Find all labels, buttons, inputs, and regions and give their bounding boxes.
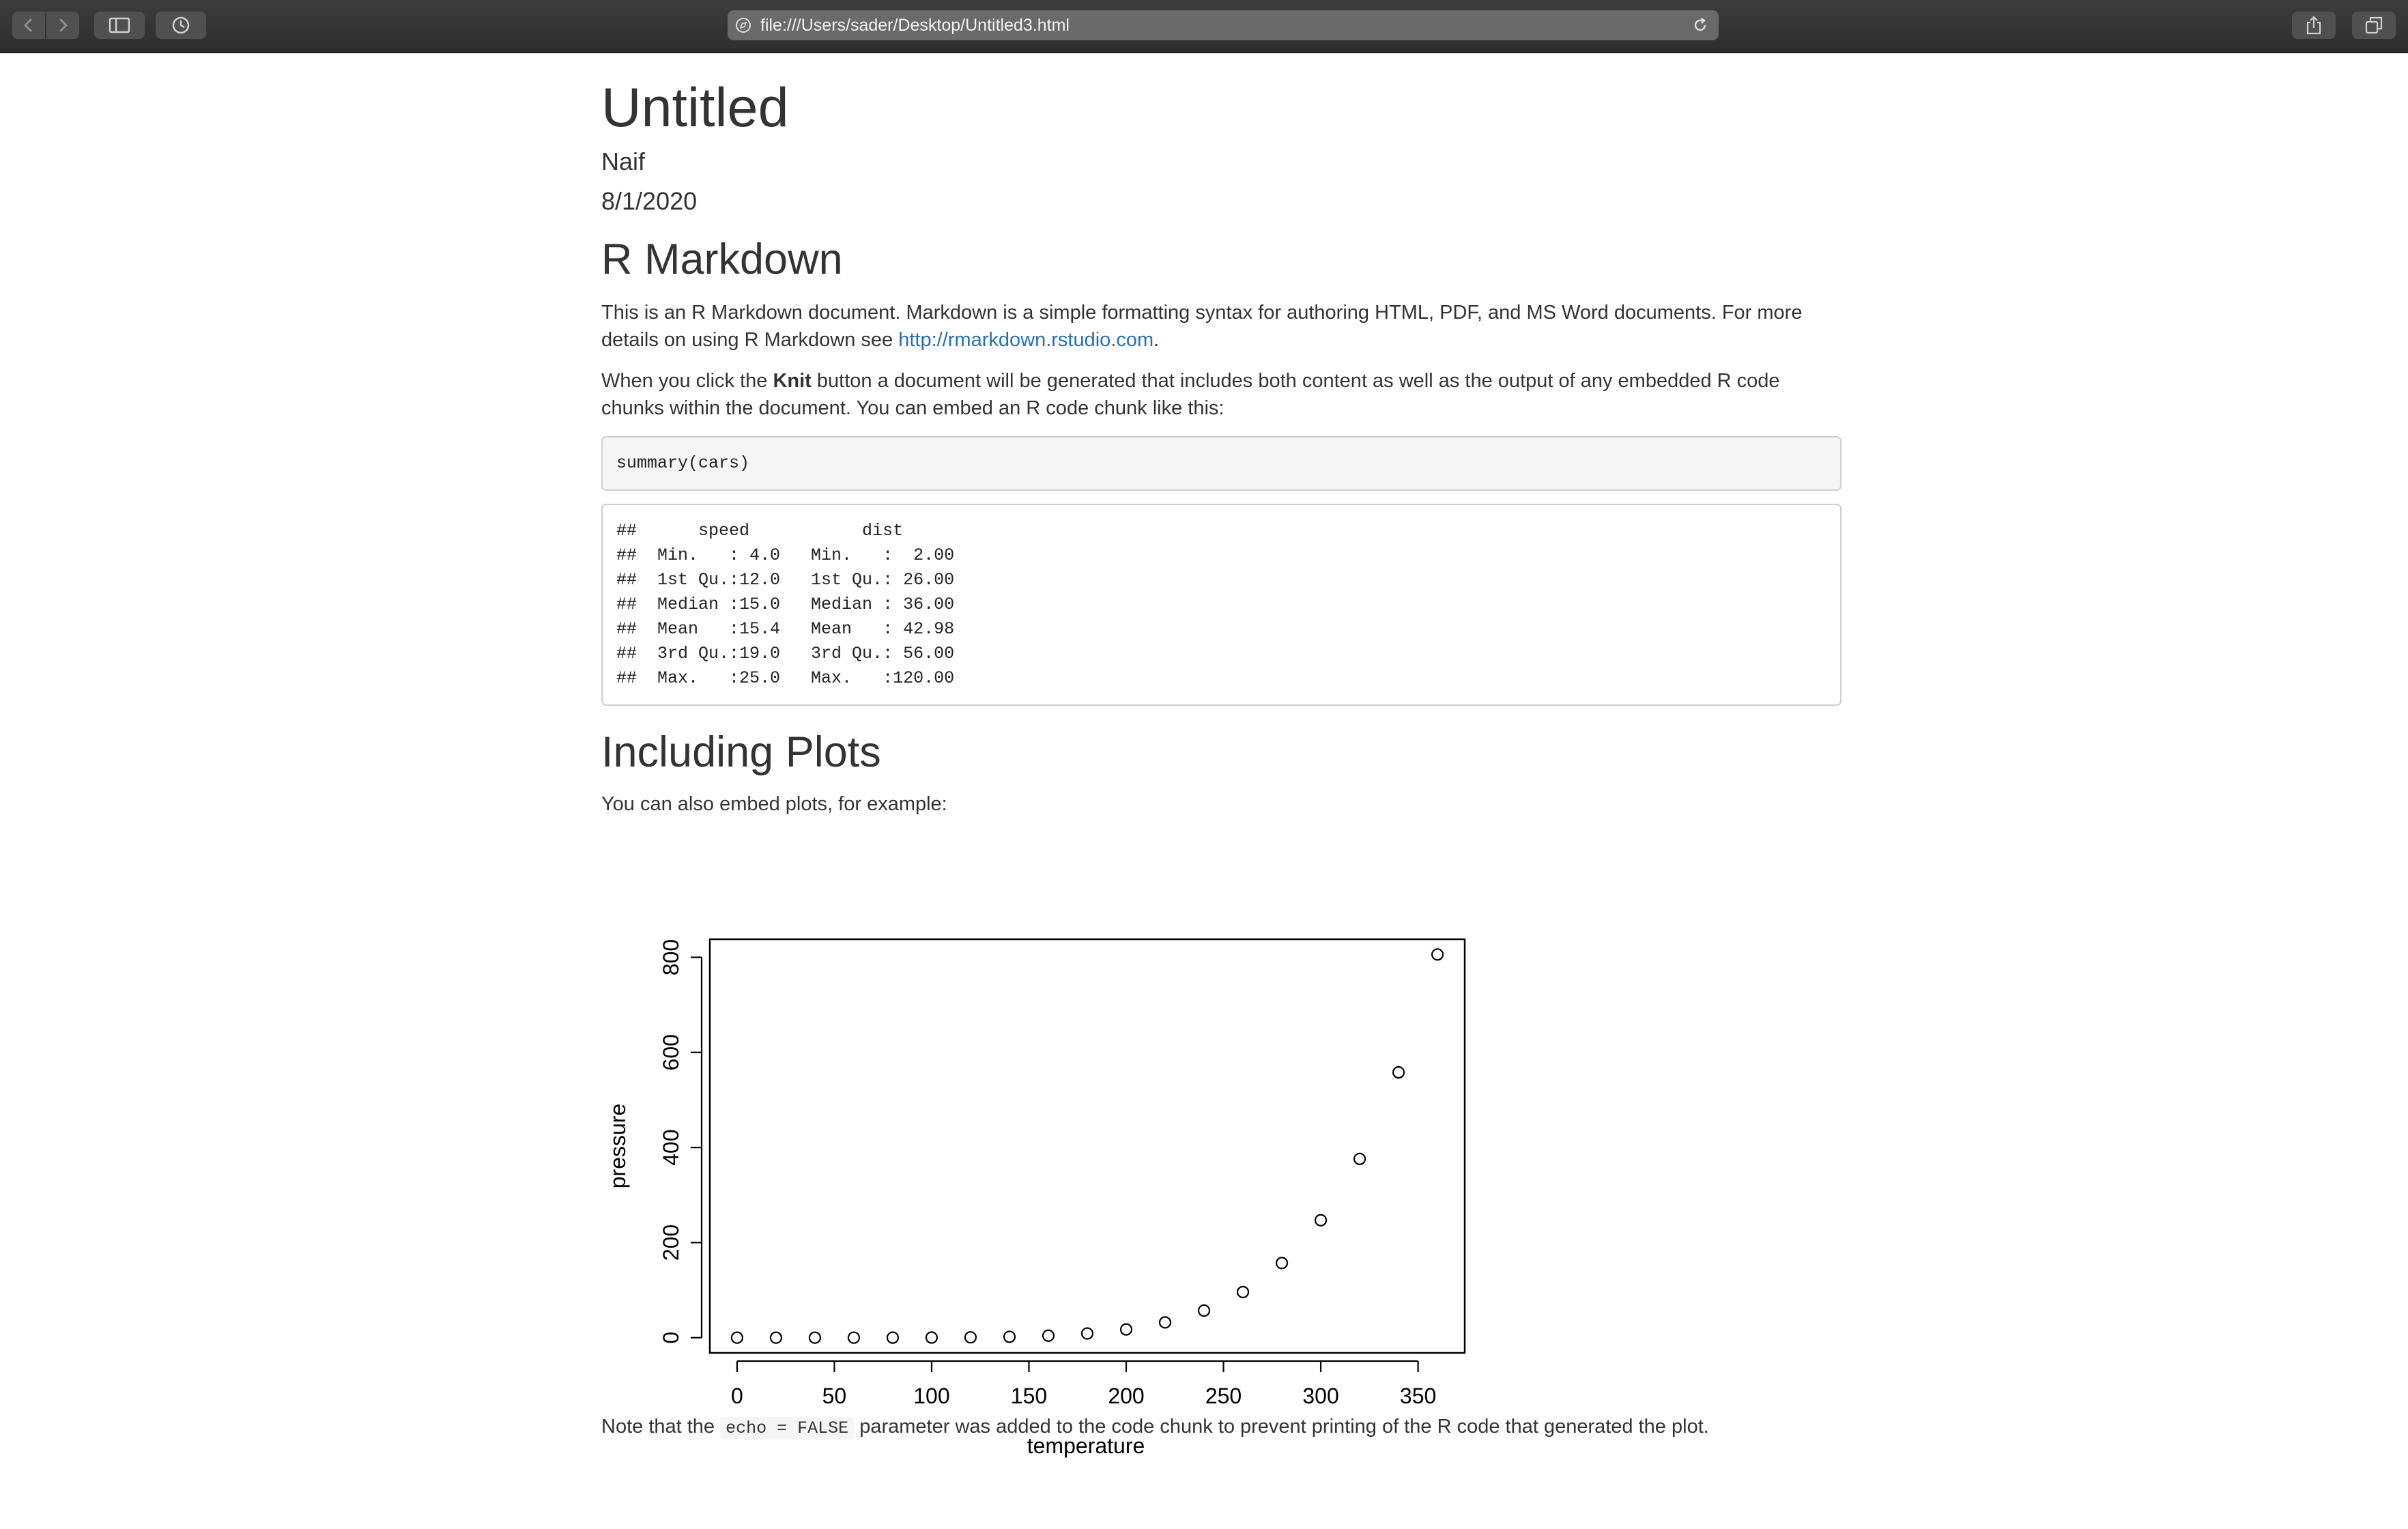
inline-code: echo = FALSE: [720, 1417, 855, 1440]
intro-text: This is an R Markdown document. Markdown…: [601, 302, 1803, 351]
note-text-end: parameter was added to the code chunk to…: [854, 1416, 1709, 1438]
output-line: ## 3rd Qu.:19.0 3rd Qu.: 56.00: [616, 644, 975, 663]
x-tick-label: 250: [1205, 1384, 1242, 1408]
data-point: [1353, 1152, 1366, 1165]
output-line: ## Max. :25.0 Max. :120.00: [616, 668, 975, 688]
code-line: summary(cars): [616, 453, 750, 473]
share-icon: [2306, 16, 2321, 35]
data-point: [847, 1331, 861, 1344]
knit-paragraph: When you click the Knit button a documen…: [601, 367, 1840, 422]
x-tick-label: 0: [731, 1384, 743, 1408]
y-axis: 0 200 400 600 800: [659, 939, 703, 1344]
data-point: [808, 1331, 822, 1344]
tabs-button[interactable]: [2352, 12, 2396, 39]
y-tick-label: 400: [659, 1129, 683, 1165]
x-axis-label: temperature: [1027, 1433, 1145, 1458]
rmarkdown-link[interactable]: http://rmarkdown.rstudio.com: [898, 329, 1154, 351]
sidebar-button[interactable]: [94, 12, 145, 39]
data-point: [1119, 1323, 1133, 1336]
back-button[interactable]: [12, 12, 45, 39]
author: Naif: [601, 147, 646, 175]
note-paragraph: Note that the echo = FALSE parameter was…: [601, 1413, 1840, 1442]
url-text: file:///Users/sader/Desktop/Untitled3.ht…: [760, 16, 1070, 35]
x-tick-label: 50: [822, 1384, 847, 1408]
code-chunk: summary(cars): [601, 436, 1841, 491]
sidebar-icon: [109, 17, 130, 33]
output-line: ## Mean :15.4 Mean : 42.98: [616, 619, 975, 639]
forward-button[interactable]: [46, 12, 79, 39]
note-text: Note that the: [601, 1416, 721, 1438]
pressure-scatter-plot: 0 50 100 150 200 250 300 350 0 200 400 600 800 temp…: [605, 938, 1466, 1458]
data-point: [730, 1331, 744, 1344]
section-heading-including-plots: Including Plots: [601, 728, 881, 776]
y-tick-label: 200: [659, 1225, 683, 1261]
x-tick-label: 350: [1400, 1384, 1436, 1408]
data-point: [1275, 1257, 1289, 1270]
knit-text: When you click the: [601, 370, 773, 392]
output-line: ## Median :15.0 Median : 36.00: [616, 595, 975, 614]
y-tick-label: 0: [659, 1332, 683, 1344]
x-tick-label: 100: [913, 1384, 949, 1408]
compass-icon: [736, 18, 751, 33]
reload-icon[interactable]: [1691, 16, 1709, 34]
data-points: [730, 948, 1444, 1344]
data-point: [1042, 1329, 1055, 1342]
data-point: [1003, 1330, 1016, 1343]
data-point: [886, 1331, 900, 1344]
code-output: ## speed dist ## Min. : 4.0 Min. : 2.00 …: [601, 504, 1841, 706]
plot-frame: [708, 938, 1466, 1354]
data-point: [1158, 1316, 1172, 1329]
data-point: [1236, 1285, 1250, 1298]
output-lines: ## speed dist ## Min. : 4.0 Min. : 2.00 …: [616, 519, 975, 691]
data-point: [925, 1331, 938, 1344]
intro-text-end: .: [1153, 329, 1160, 351]
history-button[interactable]: [156, 12, 206, 39]
knit-text-end: button a document will be generated that…: [601, 370, 1780, 419]
chevron-right-icon: [59, 18, 68, 33]
data-point: [769, 1331, 783, 1344]
chevron-left-icon: [23, 18, 33, 33]
y-axis-label: pressure: [605, 1104, 630, 1189]
tabs-icon: [2365, 16, 2383, 34]
x-tick-label: 150: [1011, 1384, 1047, 1408]
y-tick-label: 800: [659, 939, 683, 975]
clock-icon: [172, 16, 190, 34]
output-line: ## 1st Qu.:12.0 1st Qu.: 26.00: [616, 570, 975, 590]
data-point: [1431, 948, 1444, 961]
share-button[interactable]: [2292, 12, 2336, 39]
date: 8/1/2020: [601, 187, 698, 215]
section-heading-r-markdown: R Markdown: [601, 235, 843, 283]
address-bar[interactable]: file:///Users/sader/Desktop/Untitled3.ht…: [728, 10, 1719, 40]
x-axis: 0 50 100 150 200 250 300 350: [731, 1360, 1436, 1408]
data-point: [964, 1331, 977, 1344]
x-tick-label: 300: [1302, 1384, 1338, 1408]
intro-paragraph: This is an R Markdown document. Markdown…: [601, 299, 1840, 354]
knit-bold: Knit: [773, 370, 812, 392]
output-line: ## Min. : 4.0 Min. : 2.00: [616, 545, 975, 565]
browser-toolbar: file:///Users/sader/Desktop/Untitled3.ht…: [0, 0, 2408, 53]
page-title: Untitled: [601, 77, 789, 139]
data-point: [1080, 1327, 1094, 1340]
x-tick-label: 200: [1108, 1384, 1144, 1408]
y-tick-label: 600: [659, 1034, 683, 1070]
data-point: [1197, 1304, 1211, 1317]
data-point: [1314, 1214, 1328, 1227]
plots-paragraph: You can also embed plots, for example:: [601, 793, 947, 815]
output-line: ## speed dist: [616, 521, 975, 541]
data-point: [1392, 1066, 1405, 1079]
